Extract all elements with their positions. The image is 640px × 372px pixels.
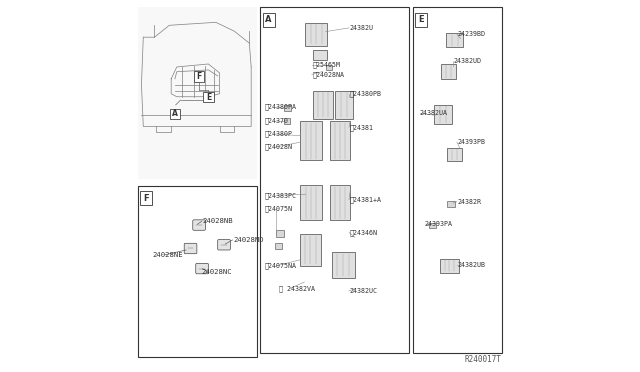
Bar — [415, 13, 427, 27]
Bar — [330, 121, 349, 160]
Bar — [441, 64, 456, 79]
Text: A: A — [172, 109, 178, 118]
Text: ※24383PC: ※24383PC — [264, 192, 296, 199]
Bar — [413, 7, 502, 353]
Bar — [434, 105, 452, 124]
Bar — [203, 92, 214, 102]
Bar — [260, 7, 410, 353]
Text: 24382R: 24382R — [458, 199, 482, 205]
Text: ※24380PA: ※24380PA — [264, 104, 296, 110]
Text: 24393PB: 24393PB — [458, 139, 486, 145]
Text: 24382UD: 24382UD — [454, 58, 482, 64]
Text: 24382UA: 24382UA — [420, 110, 448, 116]
Text: 24382UB: 24382UB — [458, 262, 486, 268]
Bar — [335, 91, 353, 119]
Bar — [300, 121, 322, 160]
Bar — [276, 230, 284, 237]
FancyBboxPatch shape — [184, 243, 197, 254]
Text: ※24370: ※24370 — [264, 118, 288, 124]
Bar — [446, 33, 463, 47]
Bar — [305, 23, 327, 46]
FancyBboxPatch shape — [218, 240, 230, 250]
Text: 24028NB: 24028NB — [203, 218, 234, 224]
Bar — [140, 191, 152, 205]
Text: ※24380PB: ※24380PB — [349, 90, 381, 97]
Bar — [429, 222, 436, 228]
Bar — [194, 71, 204, 82]
Text: ※ 24382VA: ※ 24382VA — [279, 285, 315, 292]
Bar — [170, 109, 180, 119]
Text: ※24346N: ※24346N — [349, 229, 378, 236]
Bar — [275, 243, 282, 250]
Text: R240017T: R240017T — [465, 355, 502, 364]
Bar — [312, 50, 328, 60]
FancyBboxPatch shape — [193, 220, 205, 230]
Text: E: E — [419, 15, 424, 24]
Bar — [284, 118, 291, 124]
Bar — [138, 7, 257, 179]
Bar — [326, 65, 332, 70]
Bar — [300, 185, 322, 220]
Text: A: A — [266, 15, 272, 24]
Bar — [300, 234, 321, 266]
Text: 24028NC: 24028NC — [202, 269, 232, 275]
Text: 24028NE: 24028NE — [152, 252, 183, 258]
Bar — [138, 186, 257, 357]
Text: 24028ND: 24028ND — [234, 237, 264, 243]
Text: F: F — [143, 194, 148, 203]
Text: ※24381: ※24381 — [349, 124, 374, 131]
Bar — [314, 91, 333, 119]
Text: ※24028NA: ※24028NA — [312, 71, 344, 78]
Text: ※24380P: ※24380P — [264, 131, 292, 137]
Bar — [447, 201, 454, 207]
Text: ※24075NA: ※24075NA — [264, 263, 296, 269]
Text: ※24075N: ※24075N — [264, 206, 292, 212]
Text: ※25465M: ※25465M — [312, 62, 340, 68]
Text: ※24028N: ※24028N — [264, 144, 292, 150]
FancyBboxPatch shape — [196, 263, 209, 274]
Text: E: E — [206, 93, 211, 102]
Bar — [447, 148, 462, 161]
Bar — [440, 259, 459, 273]
Text: ※24381+A: ※24381+A — [349, 196, 381, 203]
Text: F: F — [196, 72, 202, 81]
Bar — [284, 105, 291, 111]
Text: 24239BD: 24239BD — [458, 31, 486, 37]
Bar — [262, 13, 275, 27]
Text: 24382U: 24382U — [349, 25, 374, 31]
Bar — [332, 252, 355, 278]
Text: 24393PA: 24393PA — [425, 221, 453, 227]
Bar — [330, 185, 349, 220]
Text: 24382UC: 24382UC — [349, 288, 378, 294]
